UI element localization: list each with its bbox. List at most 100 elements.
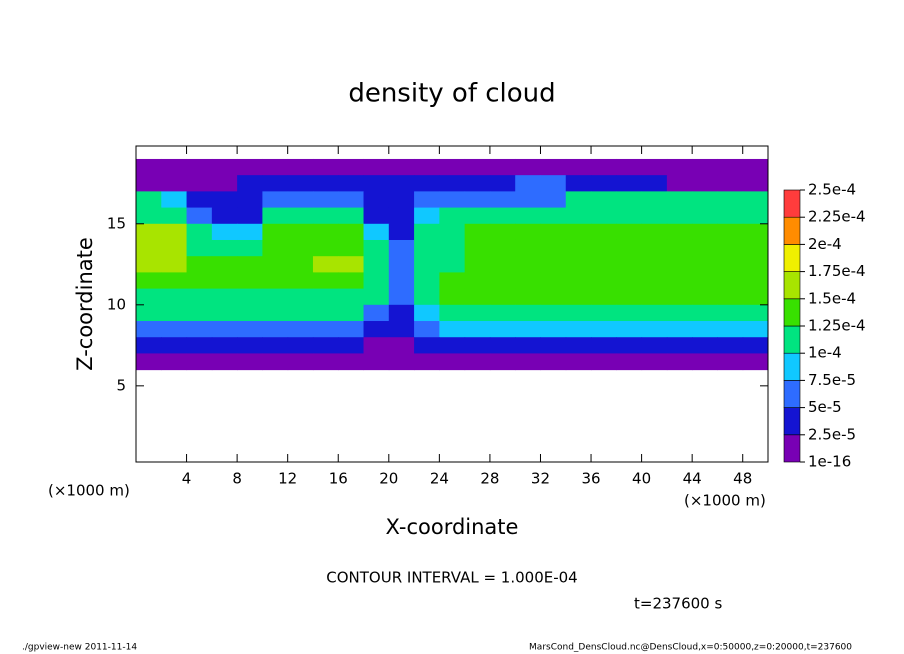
field-cell: [717, 175, 744, 192]
field-cell: [666, 288, 693, 306]
field-cell: [414, 304, 440, 322]
field-cell: [515, 337, 541, 354]
field-cell: [464, 288, 491, 306]
field-cell: [287, 304, 314, 322]
field-cell: [363, 175, 390, 192]
field-cell: [136, 158, 162, 176]
field-cell: [540, 175, 567, 192]
field-cell: [414, 272, 440, 290]
field-cell: [641, 191, 668, 209]
field-cell: [489, 272, 516, 290]
field-cell: [338, 337, 365, 354]
field-cell: [591, 353, 617, 371]
field-cell: [262, 321, 289, 338]
field-cell: [338, 175, 365, 192]
field-cell: [388, 304, 415, 322]
field-cell: [338, 223, 365, 241]
field-cell: [616, 191, 643, 209]
field-cell: [338, 353, 365, 371]
field-cell: [742, 207, 769, 225]
field-cell: [464, 337, 491, 354]
field-cell: [742, 288, 769, 306]
x-tick-label: 16: [329, 470, 348, 488]
field-cell: [515, 304, 541, 322]
field-cell: [692, 321, 718, 338]
field-cell: [616, 288, 643, 306]
field-cell: [211, 239, 238, 257]
field-cell: [565, 288, 592, 306]
field-cell: [591, 239, 617, 257]
field-cell: [312, 288, 339, 306]
x-tick-label: 44: [683, 470, 702, 488]
field-cell: [439, 353, 466, 371]
field-cell: [338, 207, 365, 225]
field-cell: [692, 191, 718, 209]
field-cell: [136, 175, 162, 192]
colorbar-label: 2.5e-4: [808, 181, 856, 199]
field-cell: [388, 272, 415, 290]
field-cell: [717, 337, 744, 354]
field-cell: [388, 288, 415, 306]
field-cell: [161, 288, 188, 306]
field-cell: [262, 353, 289, 371]
field-cell: [338, 256, 365, 273]
field-cell: [414, 337, 440, 354]
field-cell: [515, 353, 541, 371]
field-cell: [262, 288, 289, 306]
field-cell: [489, 223, 516, 241]
field-cell: [287, 223, 314, 241]
field-cell: [540, 272, 567, 290]
field-cell: [186, 256, 213, 273]
field-cell: [312, 223, 339, 241]
field-cell: [641, 321, 668, 338]
field-cell: [136, 288, 162, 306]
field-cell: [262, 256, 289, 273]
x-tick-label: 20: [379, 470, 398, 488]
field-cell: [211, 304, 238, 322]
field-cell: [237, 337, 263, 354]
field-cell: [186, 272, 213, 290]
field-cell: [312, 239, 339, 257]
field-cell: [287, 207, 314, 225]
time-note: t=237600 s: [634, 595, 722, 613]
field-cell: [186, 288, 213, 306]
field-cell: [136, 239, 162, 257]
field-cell: [161, 337, 188, 354]
field-cell: [591, 175, 617, 192]
field-cell: [641, 175, 668, 192]
field-cell: [717, 239, 744, 257]
field-cell: [439, 337, 466, 354]
field-cell: [414, 321, 440, 338]
field-cell: [186, 158, 213, 176]
field-cell: [237, 288, 263, 306]
field-cell: [186, 223, 213, 241]
field-cell: [363, 191, 390, 209]
x-tick-label: 32: [531, 470, 550, 488]
field-cell: [338, 272, 365, 290]
field-cell: [565, 175, 592, 192]
field-cell: [312, 353, 339, 371]
field-cell: [515, 158, 541, 176]
field-cell: [489, 288, 516, 306]
field-cell: [287, 337, 314, 354]
field-cell: [666, 272, 693, 290]
field-cell: [262, 223, 289, 241]
field-cell: [287, 256, 314, 273]
footer-left: ./gpview-new 2011-11-14: [22, 643, 137, 653]
field-cell: [287, 158, 314, 176]
field-cell: [616, 272, 643, 290]
field-cell: [211, 191, 238, 209]
field-cell: [237, 158, 263, 176]
field-cell: [287, 175, 314, 192]
field-cell: [211, 175, 238, 192]
x-tick-label: 40: [632, 470, 651, 488]
field-cell: [464, 158, 491, 176]
field-cell: [666, 191, 693, 209]
field-cell: [515, 239, 541, 257]
field-cell: [489, 256, 516, 273]
field-cell: [186, 191, 213, 209]
field-cell: [338, 239, 365, 257]
field-cell: [540, 207, 567, 225]
x-tick-label: 24: [430, 470, 449, 488]
field-cell: [237, 175, 263, 192]
